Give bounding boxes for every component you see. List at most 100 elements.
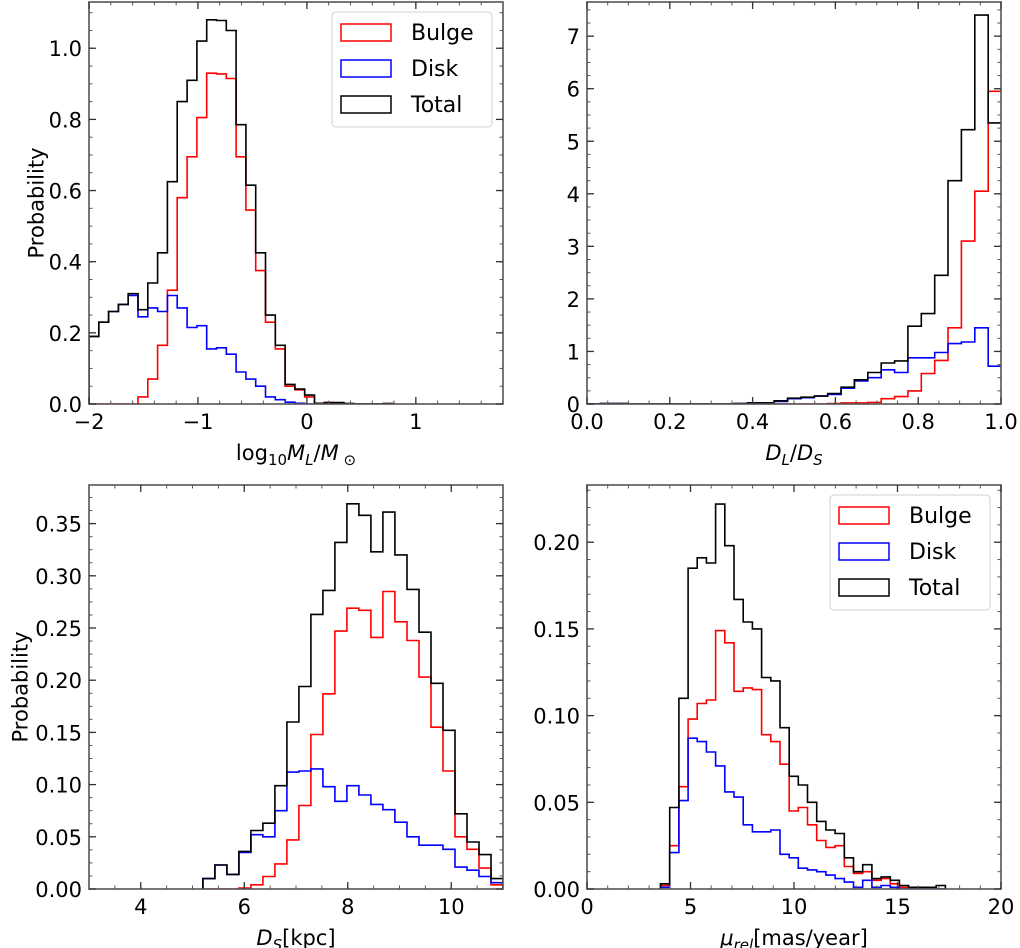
x-tick-label: 5: [684, 895, 697, 919]
x-tick-label: 8: [341, 895, 354, 919]
legend-label-disk: Disk: [411, 57, 459, 82]
x-axis-label-part: S: [813, 451, 823, 469]
x-tick-label: 0.2: [653, 410, 686, 434]
legend: Bulge Disk Total: [829, 494, 991, 611]
y-tick-label: 0.15: [35, 721, 82, 745]
y-tick-label: 0: [567, 393, 580, 417]
histogram-total: [89, 19, 394, 404]
axes-frame: [586, 1, 1002, 405]
x-tick-label: 4: [134, 895, 147, 919]
x-axis-label-part: [mas/year]: [753, 926, 868, 948]
x-tick-label: 0.8: [901, 410, 934, 434]
y-tick-label: 6: [567, 78, 580, 102]
x-axis-label-part: [kpc]: [282, 926, 335, 948]
x-tick-label: 0: [580, 895, 593, 919]
legend-label-bulge: Bulge: [909, 504, 972, 529]
legend-swatch-disk: [838, 542, 890, 561]
x-axis-label-part: M: [287, 441, 305, 465]
x-tick-label: −1: [182, 410, 213, 434]
legend-swatch-total: [340, 95, 392, 114]
x-tick-label: 15: [884, 895, 911, 919]
x-axis-label-part: μ: [719, 926, 733, 948]
y-tick-label: 1: [567, 340, 580, 364]
x-axis-label-part: L: [782, 451, 790, 469]
histogram-total: [659, 503, 947, 889]
x-tick-label: 0: [300, 410, 313, 434]
legend: Bulge Disk Total: [331, 11, 493, 128]
y-tick-label: 0.8: [49, 108, 82, 132]
histogram-disk: [89, 294, 393, 404]
y-tick-label: 0.15: [533, 618, 580, 642]
y-tick-label: 0.0: [49, 393, 82, 417]
x-axis-label: DS[kpc]: [256, 926, 335, 948]
x-axis-label: log10ML/M ⊙: [236, 441, 356, 469]
x-tick-label: 6: [238, 895, 251, 919]
y-tick-label: 0.20: [533, 531, 580, 555]
y-tick-label: 0.00: [533, 878, 580, 902]
y-axis-label: Probability: [24, 147, 48, 258]
histogram-total: [587, 14, 1001, 404]
x-axis-label-part: D: [797, 441, 813, 465]
y-tick-label: 5: [567, 130, 580, 154]
x-tick-label: 1: [409, 410, 422, 434]
x-axis-label-part: 10: [268, 451, 287, 469]
histogram-disk: [587, 327, 1001, 404]
y-tick-label: 0.35: [35, 513, 82, 537]
x-tick-label: 1.0: [984, 410, 1017, 434]
histogram-disk: [659, 737, 946, 889]
y-tick-label: 0.10: [533, 705, 580, 729]
axes-frame: [88, 1, 504, 405]
x-axis-label-part: M: [321, 441, 339, 465]
x-tick-label: 0.6: [819, 410, 852, 434]
ticks: [88, 485, 504, 890]
plot-area: [89, 19, 394, 404]
y-tick-label: 0.10: [35, 774, 82, 798]
legend-label-disk: Disk: [909, 540, 957, 565]
y-tick-label: 7: [567, 25, 580, 49]
axes-frame: [88, 484, 504, 890]
x-tick-label: 0.0: [570, 410, 603, 434]
x-axis-label-part: L: [305, 451, 313, 469]
ticks: [586, 485, 1002, 890]
y-tick-label: 0.2: [49, 322, 82, 346]
y-tick-label: 0.20: [35, 669, 82, 693]
y-tick-label: 3: [567, 235, 580, 259]
panel-source-distance: 4 6 8 10 0.00 0.05 0.10 0.15 0.20 0.25 0.30 0.35 Pro…: [8, 484, 504, 948]
x-axis-label-part: D: [765, 441, 781, 465]
x-axis-label-part: S: [273, 936, 283, 948]
y-tick-label: 0.30: [35, 565, 82, 589]
histogram-disk: [202, 768, 503, 889]
y-tick-label: 0.00: [35, 878, 82, 902]
panel-proper-motion: 0 5 10 15 20 0.00 0.05 0.10 0.15 0.20 μrel[mas/yea…: [533, 484, 1015, 948]
x-axis-label-part: ⊙: [339, 451, 356, 469]
panel-lens-mass: −2 −1 0 1 0.0 0.2 0.4 0.6 0.8 1.0 Probability log10…: [24, 1, 504, 469]
ticks: [586, 2, 1002, 405]
histogram-bulge: [587, 90, 1001, 404]
histogram-total: [202, 503, 503, 889]
y-tick-label: 1.0: [49, 37, 82, 61]
plot-area: [659, 503, 947, 889]
legend-swatch-bulge: [838, 506, 890, 525]
x-axis-label-part: log: [236, 441, 268, 465]
y-tick-label: 4: [567, 183, 580, 207]
x-axis-label: DL/DS: [765, 441, 823, 469]
legend-swatch-total: [838, 578, 890, 597]
histogram-bulge: [202, 590, 503, 889]
x-axis-label: μrel[mas/year]: [719, 926, 868, 948]
y-tick-label: 0.4: [49, 251, 82, 275]
histogram-bulge: [659, 629, 946, 889]
y-axis-label: Probability: [8, 631, 32, 742]
legend-swatch-disk: [340, 59, 392, 78]
y-tick-label: 0.6: [49, 180, 82, 204]
legend-label-total: Total: [908, 576, 960, 601]
plot-area: [587, 14, 1001, 404]
legend-label-bulge: Bulge: [411, 21, 474, 46]
x-axis-label-part: rel: [734, 936, 754, 948]
x-axis-label-part: /: [790, 441, 798, 465]
ticks: [88, 2, 504, 405]
y-tick-label: 2: [567, 288, 580, 312]
x-tick-label: 20: [988, 895, 1015, 919]
x-tick-label: −2: [74, 410, 105, 434]
x-axis-label-part: D: [256, 926, 272, 948]
